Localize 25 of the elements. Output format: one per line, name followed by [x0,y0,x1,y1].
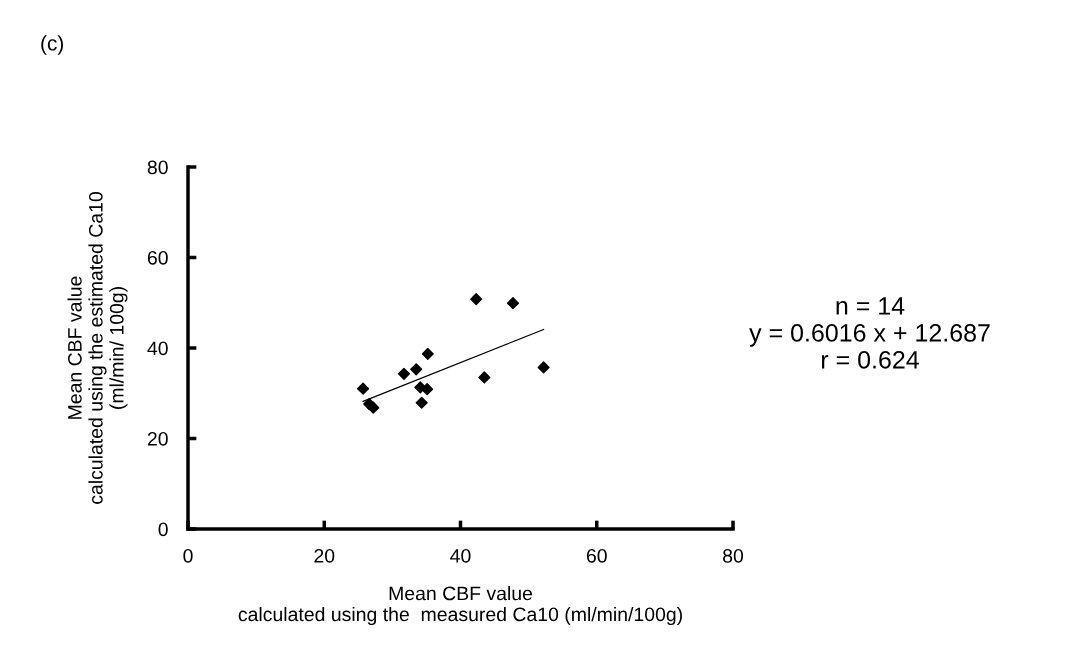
y-tick-label: 60 [147,250,168,265]
point [478,371,491,384]
point [537,361,550,374]
x-tick-label: 60 [586,548,607,563]
point [421,347,434,360]
point [367,401,380,414]
point [410,363,423,376]
point [506,297,520,310]
point [397,367,411,380]
y-tick-label: 0 [158,522,168,537]
x-tick-label: 0 [183,548,193,563]
chart-title: (c) [41,35,63,55]
text: n = 14 y = 0.6016 x + 12.687 r = 0.624 [749,297,990,369]
x-tick-label: 80 [723,548,744,563]
point [470,293,483,306]
y-axis-title: Mean CBF value calculated using the estimated Ca10 (ml/min/ 100g) [67,192,128,504]
x-axis-title: Mean CBF value calculated using the measured Ca10 (ml/min/100g) [238,586,682,626]
y-tick-label: 20 [147,431,168,446]
point [421,383,434,396]
x-tick-label: 40 [450,548,471,563]
y-tick-label: 40 [147,341,168,356]
point [415,396,428,409]
point [357,382,370,395]
y-tick-label: 80 [147,160,168,175]
x-tick-label: 20 [314,548,335,563]
